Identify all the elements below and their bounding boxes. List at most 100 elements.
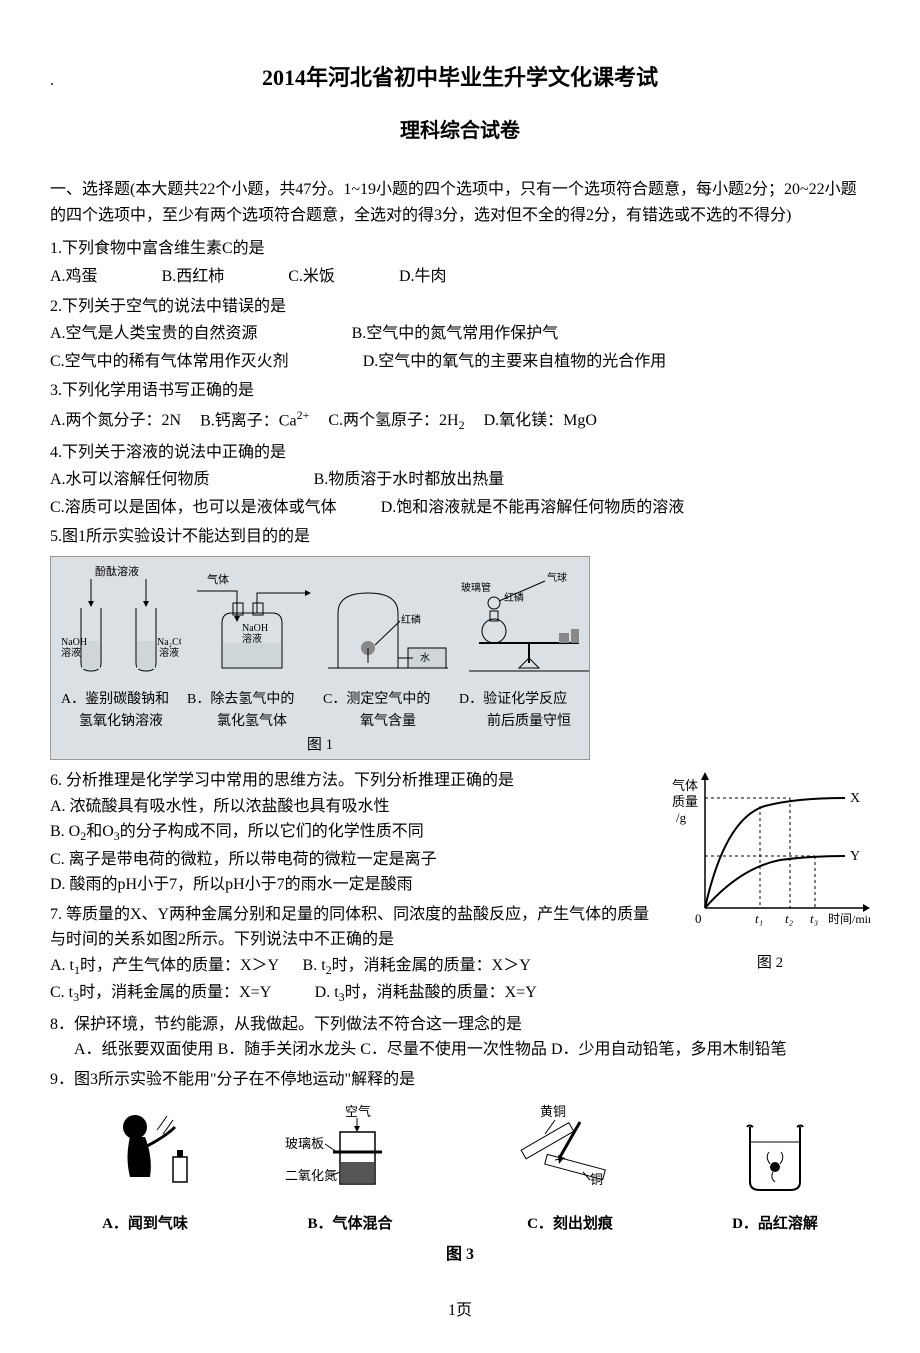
fig1-subd-svg: 气球 玻璃管 红磷 — [459, 563, 599, 678]
fig1-sub-d: 气球 玻璃管 红磷 D．验证化学反应 前后质量守恒 — [459, 563, 599, 731]
fig3-caption: 图 3 — [50, 1242, 870, 1268]
fig2-yl1: 气体 — [672, 778, 698, 793]
fig2-yl2: 质量 — [672, 794, 698, 809]
fig2-svg: 气体 质量 /g X Y 0 t₁ t₂ t₃ 时间/min — [670, 768, 870, 938]
q3-b-pre: B.钙离子：Ca — [200, 412, 296, 429]
fig1d-p: 红磷 — [504, 591, 524, 604]
fig1d-label2: 前后质量守恒 — [459, 713, 599, 731]
q3-opt-c: C.两个氢原子：2H2 — [328, 408, 464, 435]
q7b-post: 时，消耗金属的质量：X＞Y — [332, 957, 531, 974]
question-6: 6. 分析推理是化学学习中常用的思维方法。下列分析推理正确的是 A. 浓硫酸具有… — [50, 768, 652, 898]
q4-opt-a: A.水可以溶解任何物质 — [50, 467, 210, 493]
q2-opt-b: B.空气中的氮气常用作保护气 — [352, 321, 559, 347]
q4-opt-b: B.物质溶于水时都放出热量 — [314, 467, 505, 493]
q7b-pre: B. t — [303, 957, 326, 974]
q6-opt-b: B. O2和O3的分子构成不同，所以它们的化学性质不同 — [50, 819, 652, 846]
fig3d-label: D．品红溶解 — [725, 1212, 825, 1236]
question-3: 3.下列化学用语书写正确的是 A.两个氮分子：2N B.钙离子：Ca2+ C.两… — [50, 378, 870, 435]
q1-opt-c: C.米饭 — [288, 264, 335, 290]
fig1b-naoh: NaOH — [242, 623, 268, 634]
fig2-x: X — [850, 791, 860, 806]
fig1-sub-c: 红磷 水 C．测定空气中的 氧气含量 — [323, 563, 453, 731]
q7-text: 7. 等质量的X、Y两种金属分别和足量的同体积、同浓度的盐酸反应，产生气体的质量… — [50, 902, 652, 953]
q6-opt-d: D. 酸雨的pH小于7，所以pH小于7的雨水一定是酸雨 — [50, 872, 652, 898]
fig3b-t2: 玻璃板 — [285, 1136, 324, 1151]
q4-opt-c: C.溶质可以是固体，也可以是液体或气体 — [50, 495, 337, 521]
fig3-sub-c: 黄铜 铜 C．刻出划痕 — [505, 1102, 635, 1236]
q1-opt-b: B.西红柿 — [162, 264, 225, 290]
figure-3: A．闻到气味 空气 玻璃板 二氧化氮 B．气体混合 — [50, 1102, 870, 1267]
fig3c-label: C．刻出划痕 — [505, 1212, 635, 1236]
fig3a-svg — [95, 1102, 195, 1197]
q6b-pre: B. O — [50, 823, 80, 840]
fig3b-t1: 空气 — [345, 1104, 371, 1119]
fig2-origin: 0 — [695, 911, 702, 926]
fig3b-svg: 空气 玻璃板 二氧化氮 — [285, 1102, 415, 1197]
q8-opt-c: C．尽量不使用一次性物品 — [360, 1041, 547, 1058]
question-1: 1.下列食物中富含维生素C的是 A.鸡蛋 B.西红柿 C.米饭 D.牛肉 — [50, 236, 870, 289]
exam-title: 2014年河北省初中毕业生升学文化课考试 — [50, 60, 870, 95]
q8-opt-b: B．随手关闭水龙头 — [218, 1041, 357, 1058]
q7a-pre: A. t — [50, 957, 74, 974]
question-9: 9．图3所示实验不能用"分子在不停地运动"解释的是 — [50, 1067, 870, 1093]
question-2: 2.下列关于空气的说法中错误的是 A.空气是人类宝贵的自然资源 B.空气中的氮气… — [50, 294, 870, 375]
q2-opt-d: D.空气中的氧气的主要来自植物的光合作用 — [363, 349, 667, 375]
q1-text: 1.下列食物中富含维生素C的是 — [50, 236, 870, 262]
margin-dot: . — [50, 68, 54, 94]
q2-opt-c: C.空气中的稀有气体常用作灭火剂 — [50, 349, 289, 375]
fig2-t1: t₁ — [755, 911, 763, 926]
fig3c-t2: 铜 — [590, 1172, 603, 1187]
q3-c-sub: 2 — [459, 418, 465, 432]
q2-text: 2.下列关于空气的说法中错误的是 — [50, 294, 870, 320]
fig2-caption: 图 2 — [670, 951, 870, 975]
q5-text: 5.图1所示实验设计不能达到目的的是 — [50, 524, 870, 550]
fig1b-gas: 气体 — [207, 572, 229, 586]
q6b-mid: 和O — [86, 823, 114, 840]
fig3d-svg — [725, 1102, 825, 1197]
q4-opt-d: D.饱和溶液就是不能再溶解任何物质的溶液 — [381, 495, 685, 521]
fig3b-label: B．气体混合 — [285, 1212, 415, 1236]
fig1a-na2co32: 溶液 — [159, 646, 179, 659]
fig1a-label1: A．鉴别碳酸钠和 — [61, 691, 181, 709]
fig1a-label2: 氢氧化钠溶液 — [61, 713, 181, 731]
fig1a-na2co3: Na₂CO₃ — [157, 637, 181, 648]
fig2-t3: t₃ — [810, 911, 818, 926]
q7-opt-b: B. t2时，消耗金属的质量：X＞Y — [303, 957, 531, 974]
q8-opt-a: A．纸张要双面使用 — [74, 1041, 214, 1058]
fig2-yl3: /g — [676, 810, 687, 825]
q7-opt-d: D. t3时，消耗盐酸的质量：X=Y — [315, 984, 537, 1001]
q4-text: 4.下列关于溶液的说法中正确的是 — [50, 440, 870, 466]
fig1d-balloon: 气球 — [547, 571, 567, 584]
q6-opt-a: A. 浓硫酸具有吸水性，所以浓盐酸也具有吸水性 — [50, 794, 652, 820]
fig1c-water: 水 — [420, 652, 430, 664]
fig1-suba-svg: 酚酞溶液 NaOH 溶液 Na₂CO₃ 溶液 — [61, 563, 181, 678]
q7d-pre: D. t — [315, 984, 339, 1001]
fig3a-label: A．闻到气味 — [95, 1212, 195, 1236]
q6-opt-c: C. 离子是带电荷的微粒，所以带电荷的微粒一定是离子 — [50, 847, 652, 873]
q3-text: 3.下列化学用语书写正确的是 — [50, 378, 870, 404]
fig1c-p: 红磷 — [401, 613, 421, 626]
fig1a-top: 酚酞溶液 — [95, 564, 139, 578]
q7-opt-a: A. t1时，产生气体的质量：X＞Y — [50, 957, 279, 974]
q2-opt-a: A.空气是人类宝贵的自然资源 — [50, 321, 258, 347]
fig3-sub-d: D．品红溶解 — [725, 1102, 825, 1236]
q3-opt-b: B.钙离子：Ca2+ — [200, 406, 309, 434]
fig1-sub-a: 酚酞溶液 NaOH 溶液 Na₂CO₃ 溶液 A．鉴别碳酸钠和 氢氧化钠溶液 — [61, 563, 181, 731]
q3-opt-d: D.氧化镁：MgO — [484, 408, 597, 434]
exam-subtitle: 理科综合试卷 — [50, 115, 870, 147]
q7-opt-c: C. t3时，消耗金属的质量：X=Y — [50, 984, 271, 1001]
fig2-t2: t₂ — [785, 911, 794, 926]
q3-opt-a: A.两个氮分子：2N — [50, 408, 181, 434]
q9-text: 9．图3所示实验不能用"分子在不停地运动"解释的是 — [50, 1067, 870, 1093]
page-number: 1页 — [50, 1298, 870, 1324]
question-7: 7. 等质量的X、Y两种金属分别和足量的同体积、同浓度的盐酸反应，产生气体的质量… — [50, 902, 652, 1008]
q7c-post: 时，消耗金属的质量：X=Y — [79, 984, 271, 1001]
figure-2: 气体 质量 /g X Y 0 t₁ t₂ t₃ 时间/min 图 2 — [670, 768, 870, 975]
question-5: 5.图1所示实验设计不能达到目的的是 — [50, 524, 870, 550]
fig3-sub-b: 空气 玻璃板 二氧化氮 B．气体混合 — [285, 1102, 415, 1236]
fig2-xlabel: 时间/min — [828, 912, 870, 926]
fig1d-label1: D．验证化学反应 — [459, 691, 599, 709]
q7d-post: 时，消耗盐酸的质量：X=Y — [345, 984, 537, 1001]
fig1c-label2: 氧气含量 — [323, 713, 453, 731]
fig3-sub-a: A．闻到气味 — [95, 1102, 195, 1236]
